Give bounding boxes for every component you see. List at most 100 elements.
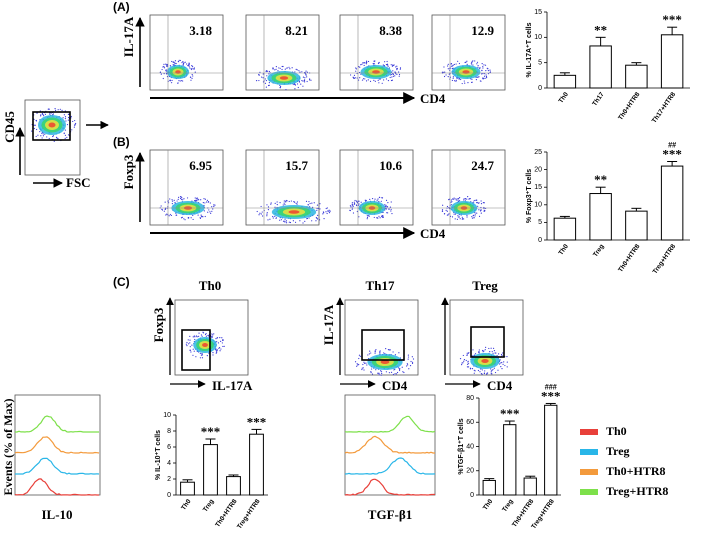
event-dot xyxy=(197,198,199,200)
event-dot xyxy=(407,358,409,360)
event-dot xyxy=(53,140,55,142)
event-dot xyxy=(451,65,454,67)
y-tick-label: 10 xyxy=(534,202,542,209)
event-dot xyxy=(189,339,191,341)
event-dot xyxy=(351,203,353,205)
event-dot xyxy=(210,335,212,338)
x-tick-label: Treg+HTR8 xyxy=(236,498,262,531)
event-dot xyxy=(75,122,77,125)
event-dot xyxy=(322,213,324,215)
event-dot xyxy=(294,201,296,203)
event-dot xyxy=(64,134,67,136)
axis-label: CD45 xyxy=(2,111,17,143)
event-dot xyxy=(483,77,485,79)
event-dot xyxy=(283,200,285,202)
event-dot xyxy=(276,201,278,203)
event-dot xyxy=(305,70,307,72)
percentage: 3.18 xyxy=(189,23,212,38)
event-dot xyxy=(471,61,473,63)
event-dot xyxy=(284,218,286,220)
event-dot xyxy=(379,352,381,354)
event-dot xyxy=(362,62,365,64)
event-dot xyxy=(380,200,382,202)
significance: *** xyxy=(201,424,221,439)
event-dot xyxy=(67,119,70,121)
event-dot xyxy=(484,73,486,75)
event-dot xyxy=(378,196,381,198)
event-dot xyxy=(382,64,384,66)
event-dot xyxy=(472,64,474,66)
event-dot xyxy=(66,136,68,139)
event-dot xyxy=(369,80,372,82)
x-tick-label: Treg xyxy=(202,498,216,513)
event-dot xyxy=(207,211,209,213)
y-tick-label: 40 xyxy=(466,443,474,450)
legend-label: Treg+HTR8 xyxy=(606,484,668,498)
event-dot xyxy=(72,120,74,123)
event-dot xyxy=(302,222,304,224)
event-dot xyxy=(285,201,287,203)
event-dot xyxy=(467,363,470,365)
event-dot xyxy=(296,69,298,71)
event-dot xyxy=(359,77,361,79)
x-tick-label: Treg xyxy=(501,498,515,513)
event-dot xyxy=(494,371,497,374)
event-dot xyxy=(184,219,186,221)
event-dot xyxy=(364,199,366,201)
event-dot xyxy=(378,62,380,65)
event-dot xyxy=(181,62,183,64)
event-dot xyxy=(354,361,357,363)
density-contour xyxy=(279,76,289,80)
event-dot xyxy=(189,335,191,337)
event-dot xyxy=(385,208,388,210)
event-dot xyxy=(382,215,384,217)
event-dot xyxy=(316,209,318,212)
event-dot xyxy=(387,202,389,204)
event-dot xyxy=(163,65,165,68)
event-dot xyxy=(266,75,268,77)
event-dot xyxy=(353,74,356,76)
event-dot xyxy=(282,204,284,206)
event-dot xyxy=(392,64,394,67)
event-dot xyxy=(268,70,270,73)
event-dot xyxy=(266,215,268,217)
event-dot xyxy=(380,374,382,376)
event-dot xyxy=(447,63,449,65)
bar xyxy=(553,74,577,89)
event-dot xyxy=(386,60,388,63)
event-dot xyxy=(272,67,274,69)
event-dot xyxy=(374,351,376,353)
event-dot xyxy=(383,352,385,354)
event-dot xyxy=(356,210,358,213)
event-dot xyxy=(302,76,305,78)
bar xyxy=(625,210,648,241)
event-dot xyxy=(359,66,361,68)
event-dot xyxy=(313,202,315,204)
panel-tag: (A) xyxy=(113,0,130,14)
plot-frame xyxy=(344,394,436,496)
event-dot xyxy=(454,218,456,220)
event-dot xyxy=(264,82,267,84)
event-dot xyxy=(220,340,222,342)
event-dot xyxy=(390,79,393,82)
event-dot xyxy=(186,197,189,199)
event-dot xyxy=(479,371,481,373)
event-dot xyxy=(498,353,500,355)
event-dot xyxy=(175,214,177,216)
event-dot xyxy=(306,217,309,220)
event-dot xyxy=(501,368,503,370)
significance: *** xyxy=(662,146,682,161)
event-dot xyxy=(181,197,183,199)
event-dot xyxy=(189,346,191,348)
event-dot xyxy=(290,200,292,202)
event-dot xyxy=(377,372,379,374)
event-dot xyxy=(279,84,281,86)
event-dot xyxy=(308,217,310,219)
event-dot xyxy=(478,215,481,218)
event-dot xyxy=(201,357,204,359)
event-dot xyxy=(477,205,479,207)
event-dot xyxy=(265,79,268,82)
event-dot xyxy=(480,372,483,375)
event-dot xyxy=(486,372,489,374)
event-dot xyxy=(194,71,196,73)
